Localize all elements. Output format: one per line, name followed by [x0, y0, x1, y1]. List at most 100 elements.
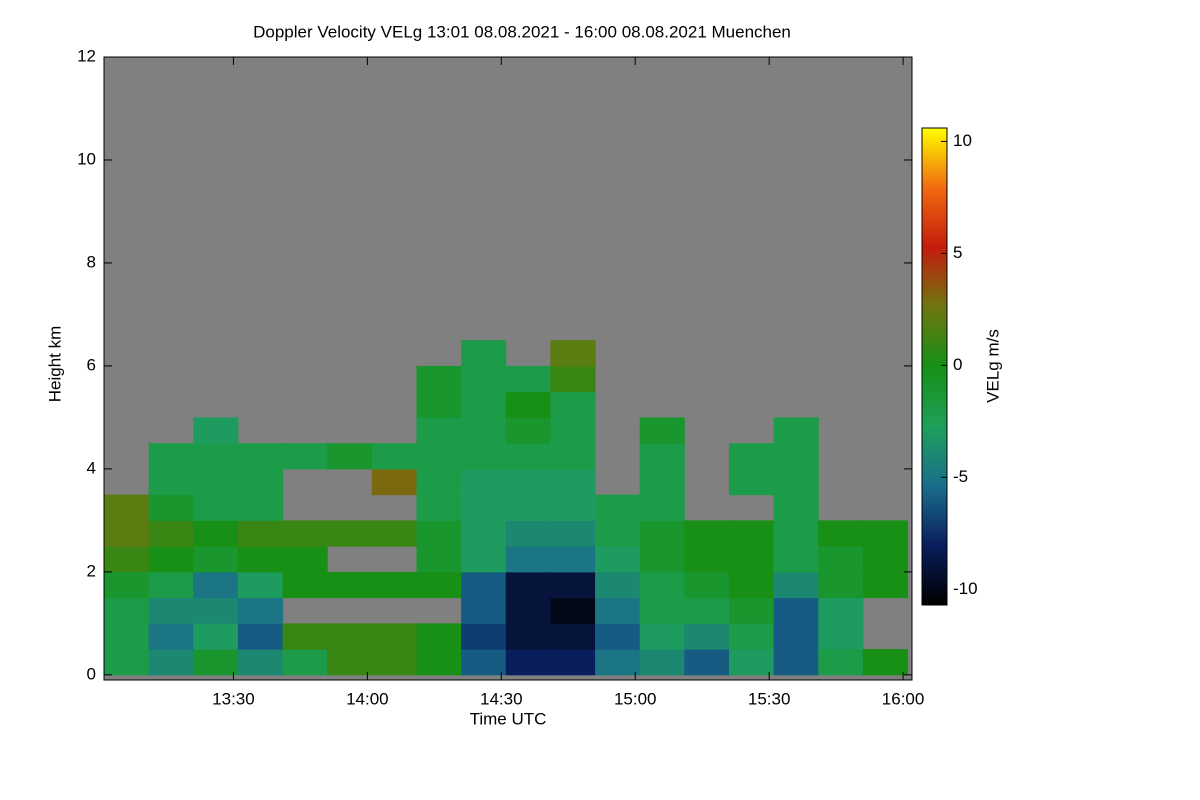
heatmap-cell	[728, 520, 775, 547]
heatmap-cell	[639, 443, 685, 470]
plot-frame	[103, 56, 913, 681]
heatmap-cell	[461, 391, 507, 418]
heatmap-cell	[505, 468, 551, 496]
heatmap-cell	[595, 494, 641, 521]
heatmap-cell	[461, 443, 507, 470]
heatmap-cell	[818, 649, 864, 676]
heatmap-cell	[282, 443, 328, 470]
heatmap-cell	[148, 649, 194, 676]
heatmap-cell	[773, 649, 819, 676]
heatmap-cell	[237, 649, 284, 676]
heatmap-cell	[862, 520, 909, 547]
heatmap-cell	[237, 520, 284, 547]
chart-title: Doppler Velocity VELg 13:01 08.08.2021 -…	[253, 22, 791, 41]
heatmap-cell	[818, 546, 864, 573]
heatmap-cell	[193, 597, 239, 624]
colorbar-tick-label: -5	[953, 467, 968, 486]
y-axis-label: Height km	[45, 326, 64, 403]
heatmap-cell	[550, 391, 596, 418]
heatmap-cell	[550, 494, 596, 521]
heatmap-cell	[193, 649, 239, 676]
heatmap-cell	[416, 391, 462, 418]
x-tick-label: 15:30	[748, 689, 791, 708]
heatmap-cell	[237, 494, 284, 521]
heatmap-cell	[684, 546, 730, 573]
heatmap-cell	[104, 520, 150, 547]
heatmap-cell	[639, 649, 685, 676]
heatmap-cell	[461, 520, 507, 547]
heatmap-cell	[327, 443, 373, 470]
heatmap-cell	[728, 649, 775, 676]
colorbar-label: VELg m/s	[983, 329, 1002, 403]
heatmap-cell	[550, 649, 596, 676]
heatmap-cell	[416, 649, 462, 676]
heatmap-cell	[237, 443, 284, 470]
heatmap-cell	[773, 468, 819, 496]
heatmap-cell	[550, 417, 596, 444]
colorbar-tick-label: 10	[953, 131, 972, 150]
heatmap-cell	[639, 623, 685, 650]
heatmap-cell	[461, 417, 507, 444]
heatmap-cell	[862, 546, 909, 573]
x-tick-label: 15:00	[614, 689, 657, 708]
y-tick-label: 0	[87, 664, 96, 683]
heatmap-cell	[104, 546, 150, 573]
heatmap-cell	[818, 520, 864, 547]
y-tick-label: 6	[87, 355, 96, 374]
heatmap-cell	[327, 571, 373, 599]
colorbar-tick-label: -10	[953, 579, 978, 598]
heatmap-cell	[862, 571, 909, 599]
heatmap-cell	[371, 571, 417, 599]
heatmap-cell	[237, 468, 284, 496]
heatmap-cell	[282, 520, 328, 547]
heatmap-cell	[461, 571, 507, 599]
heatmap-cell	[595, 571, 641, 599]
heatmap-cell	[148, 494, 194, 521]
heatmap-cell	[550, 365, 596, 393]
heatmap-cell	[773, 520, 819, 547]
colorbar-tick-label: 0	[953, 355, 962, 374]
heatmap-cell	[505, 494, 551, 521]
y-tick-label: 4	[87, 458, 96, 477]
heatmap-cell	[773, 623, 819, 650]
heatmap-cell	[505, 391, 551, 418]
heatmap-cell	[371, 468, 417, 496]
heatmap-cell	[237, 546, 284, 573]
x-tick-label: 14:30	[480, 689, 523, 708]
heatmap-cell	[282, 571, 328, 599]
heatmap-cell	[371, 623, 417, 650]
heatmap-cell	[237, 571, 284, 599]
heatmap-cell	[684, 571, 730, 599]
heatmap-cell	[639, 417, 685, 444]
heatmap-cell	[818, 597, 864, 624]
heatmap-cell	[505, 417, 551, 444]
y-tick-label: 12	[77, 46, 96, 65]
heatmap-cell	[193, 468, 239, 496]
heatmap-cell	[550, 546, 596, 573]
heatmap-cell	[728, 468, 775, 496]
heatmap-cell	[416, 443, 462, 470]
heatmap-cell	[728, 443, 775, 470]
heatmap-cell	[684, 649, 730, 676]
heatmap-cell	[237, 597, 284, 624]
heatmap-cell	[193, 571, 239, 599]
heatmap-cell	[550, 623, 596, 650]
heatmap-cell	[639, 597, 685, 624]
heatmap-cell	[416, 365, 462, 393]
heatmap-cell	[550, 468, 596, 496]
heatmap-cell	[461, 468, 507, 496]
heatmap-cell	[461, 597, 507, 624]
heatmap-cell	[639, 468, 685, 496]
heatmap-cell	[461, 546, 507, 573]
heatmap-cell	[728, 546, 775, 573]
heatmap-cell	[416, 546, 462, 573]
heatmap-cell	[327, 520, 373, 547]
y-tick-label: 8	[87, 252, 96, 271]
heatmap-cell	[639, 494, 685, 521]
colorbar	[921, 127, 948, 606]
heatmap-cell	[773, 443, 819, 470]
heatmap-cell	[371, 649, 417, 676]
heatmap-cell	[461, 649, 507, 676]
heatmap-cell	[282, 546, 328, 573]
